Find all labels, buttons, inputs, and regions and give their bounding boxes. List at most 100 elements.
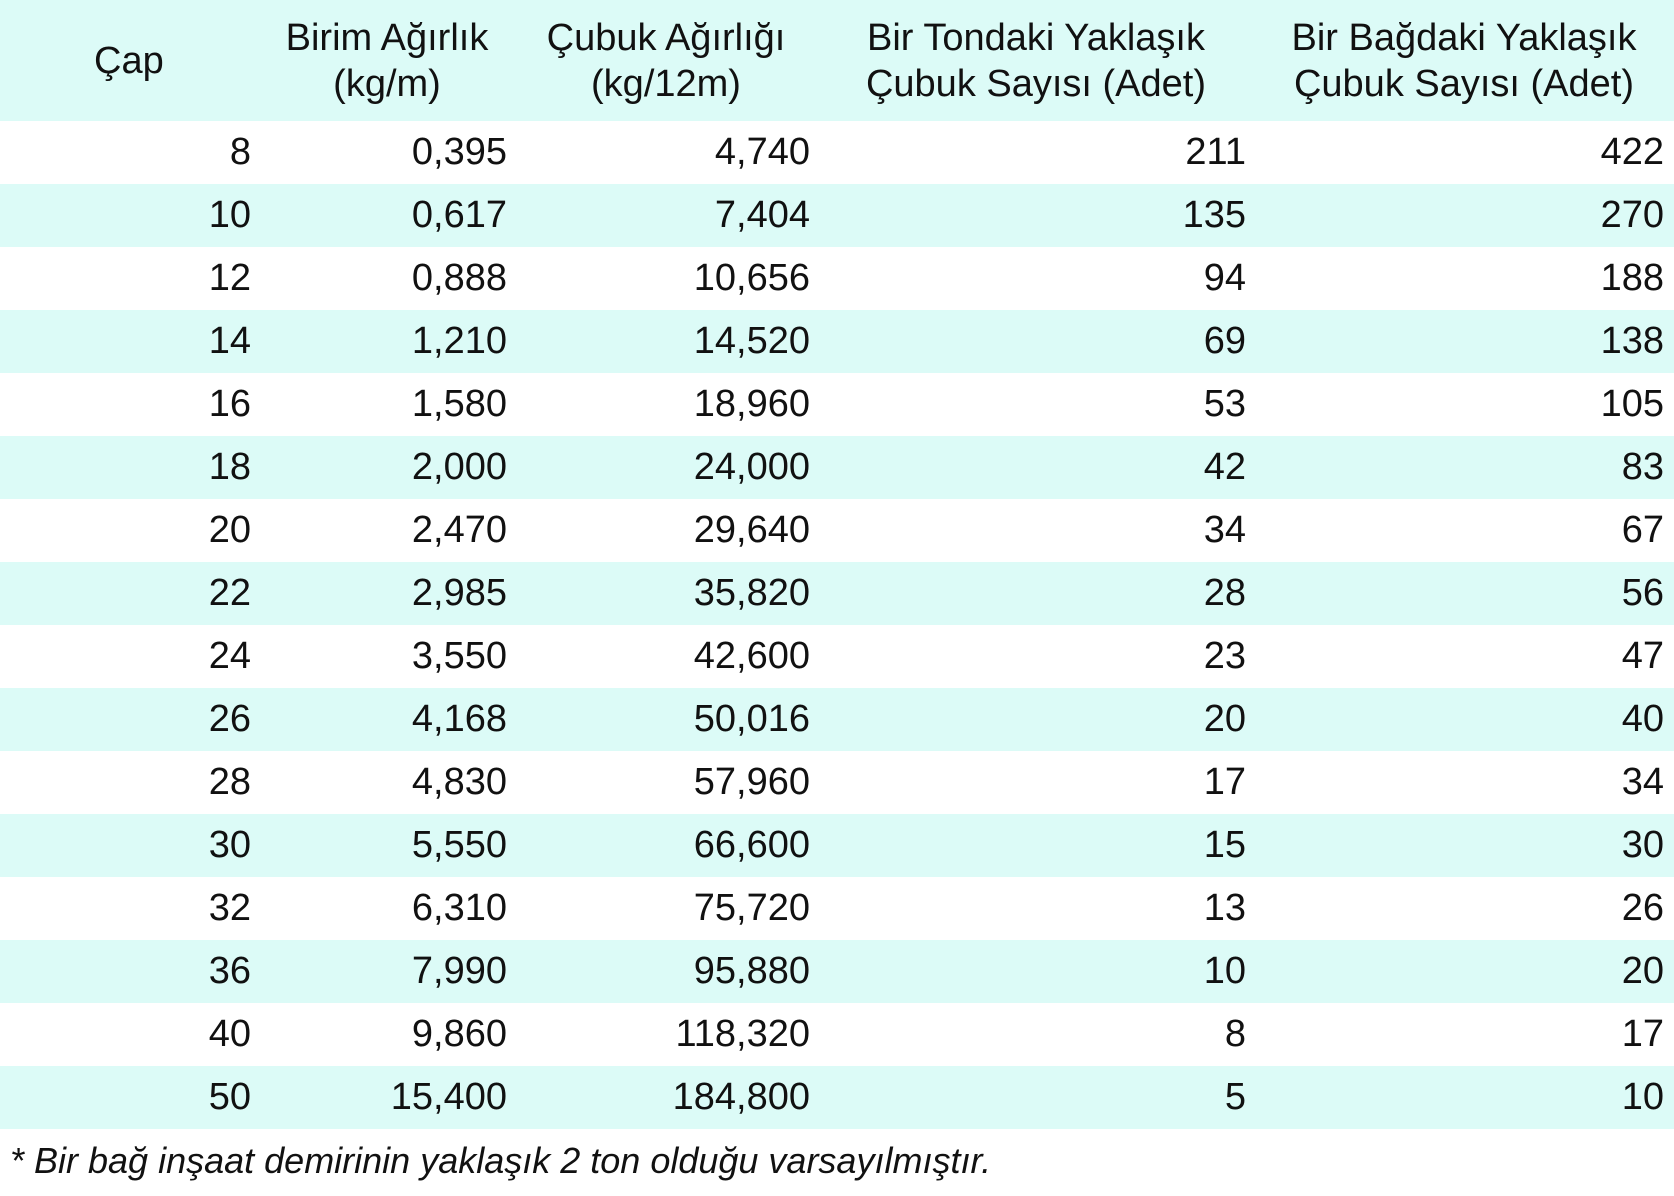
cell-bir-tondaki: 15: [1203, 824, 1246, 866]
cell-cubuk-agirligi: 18,960: [693, 383, 810, 425]
header-birim-agirlik-line1: Birim Ağırlık: [285, 16, 489, 59]
cell-cubuk-agirligi: 24,000: [693, 446, 810, 488]
cell-cap: 24: [208, 635, 251, 677]
cell-birim-agirlik: 1,210: [411, 320, 507, 362]
cell-bir-tondaki: 13: [1203, 887, 1246, 929]
cell-bir-tondaki: 20: [1203, 698, 1246, 740]
cell-bir-tondaki: 5: [1224, 1076, 1246, 1118]
table-row: 12 0,888 10,656 94 188: [0, 247, 1674, 310]
cell-cap: 8: [229, 131, 251, 173]
cell-bir-bagdaki: 83: [1621, 446, 1664, 488]
cell-birim-agirlik: 2,985: [411, 572, 507, 614]
header-cubuk-agirligi-line2: (kg/12m): [591, 62, 741, 105]
cell-bir-tondaki: 94: [1203, 257, 1246, 299]
cell-cubuk-agirligi: 50,016: [693, 698, 810, 740]
cell-cap: 26: [208, 698, 251, 740]
cell-bir-bagdaki: 56: [1621, 572, 1664, 614]
cell-bir-bagdaki: 26: [1621, 887, 1664, 929]
cell-bir-tondaki: 34: [1203, 509, 1246, 551]
cell-birim-agirlik: 0,617: [411, 194, 507, 236]
cell-cubuk-agirligi: 7,404: [714, 194, 810, 236]
cell-bir-bagdaki: 10: [1621, 1076, 1664, 1118]
header-cap: Çap: [0, 0, 260, 121]
cell-cubuk-agirligi: 10,656: [693, 257, 810, 299]
header-birim-agirlik-line2: (kg/m): [333, 62, 441, 105]
table-row: 22 2,985 35,820 28 56: [0, 562, 1674, 625]
cell-cap: 16: [208, 383, 251, 425]
cell-bir-tondaki: 135: [1182, 194, 1246, 236]
cell-birim-agirlik: 6,310: [411, 887, 507, 929]
table-header: Çap Birim Ağırlık (kg/m) Çubuk Ağırlığı …: [0, 0, 1674, 121]
cell-cubuk-agirligi: 35,820: [693, 572, 810, 614]
cell-cubuk-agirligi: 95,880: [693, 950, 810, 992]
cell-bir-tondaki: 211: [1185, 131, 1246, 173]
cell-cap: 50: [208, 1076, 251, 1118]
cell-birim-agirlik: 4,168: [411, 698, 507, 740]
cell-birim-agirlik: 3,550: [411, 635, 507, 677]
cell-cubuk-agirligi: 184,800: [672, 1076, 810, 1118]
table-row: 36 7,990 95,880 10 20: [0, 940, 1674, 1003]
table-row: 30 5,550 66,600 15 30: [0, 814, 1674, 877]
table-row: 14 1,210 14,520 69 138: [0, 310, 1674, 373]
cell-bir-bagdaki: 30: [1621, 824, 1664, 866]
cell-birim-agirlik: 4,830: [411, 761, 507, 803]
header-bir-tondaki: Bir Tondaki Yaklaşık Çubuk Sayısı (Adet): [818, 0, 1254, 121]
footnote: * Bir bağ inşaat demirinin yaklaşık 2 to…: [10, 1140, 992, 1181]
header-bir-tondaki-line2: Çubuk Sayısı (Adet): [865, 62, 1207, 105]
cell-cap: 20: [208, 509, 251, 551]
cell-birim-agirlik: 7,990: [411, 950, 507, 992]
header-birim-agirlik: Birim Ağırlık (kg/m): [260, 0, 514, 121]
cell-birim-agirlik: 2,470: [411, 509, 507, 551]
cell-cubuk-agirligi: 42,600: [693, 635, 810, 677]
cell-birim-agirlik: 15,400: [390, 1076, 507, 1118]
cell-cap: 40: [208, 1013, 251, 1055]
header-bir-bagdaki-line1: Bir Bağdaki Yaklaşık: [1291, 16, 1637, 59]
cell-cap: 30: [208, 824, 251, 866]
cell-bir-bagdaki: 17: [1621, 1013, 1664, 1055]
cell-birim-agirlik: 0,395: [411, 131, 507, 173]
table-row: 24 3,550 42,600 23 47: [0, 625, 1674, 688]
cell-cubuk-agirligi: 66,600: [693, 824, 810, 866]
cell-bir-bagdaki: 20: [1621, 950, 1664, 992]
cell-birim-agirlik: 5,550: [411, 824, 507, 866]
table-row: 10 0,617 7,404 135 270: [0, 184, 1674, 247]
cell-bir-tondaki: 42: [1203, 446, 1246, 488]
cell-birim-agirlik: 9,860: [411, 1013, 507, 1055]
table-row: 40 9,860 118,320 8 17: [0, 1003, 1674, 1066]
table-row: 32 6,310 75,720 13 26: [0, 877, 1674, 940]
cell-bir-bagdaki: 105: [1600, 383, 1664, 425]
cell-cubuk-agirligi: 4,740: [714, 131, 810, 173]
cell-cap: 28: [208, 761, 251, 803]
cell-cap: 14: [208, 320, 251, 362]
cell-cubuk-agirligi: 75,720: [693, 887, 810, 929]
cell-bir-bagdaki: 270: [1600, 194, 1664, 236]
header-bir-tondaki-line1: Bir Tondaki Yaklaşık: [867, 16, 1205, 59]
cell-bir-bagdaki: 34: [1621, 761, 1664, 803]
cell-cubuk-agirligi: 57,960: [693, 761, 810, 803]
table-row: 16 1,580 18,960 53 105: [0, 373, 1674, 436]
cell-cap: 18: [208, 446, 251, 488]
cell-bir-bagdaki: 422: [1600, 131, 1664, 173]
cell-birim-agirlik: 1,580: [411, 383, 507, 425]
cell-bir-bagdaki: 40: [1621, 698, 1664, 740]
header-cap-label: Çap: [94, 39, 164, 82]
cell-cubuk-agirligi: 118,320: [675, 1013, 810, 1055]
cell-cap: 36: [208, 950, 251, 992]
cell-cap: 22: [208, 572, 251, 614]
cell-cap: 12: [208, 257, 251, 299]
cell-cap: 32: [208, 887, 251, 929]
cell-bir-tondaki: 69: [1203, 320, 1246, 362]
header-row: Çap Birim Ağırlık (kg/m) Çubuk Ağırlığı …: [0, 0, 1674, 121]
header-cubuk-agirligi-line1: Çubuk Ağırlığı: [546, 16, 786, 59]
cell-bir-tondaki: 8: [1224, 1013, 1246, 1055]
cell-bir-tondaki: 28: [1203, 572, 1246, 614]
table-body: 8 0,395 4,740 211 422 10 0,617 7,404 135 270 12 0,8…: [0, 121, 1674, 1129]
cell-birim-agirlik: 0,888: [411, 257, 507, 299]
header-cubuk-agirligi: Çubuk Ağırlığı (kg/12m): [514, 0, 818, 121]
table-row: 18 2,000 24,000 42 83: [0, 436, 1674, 499]
cell-bir-bagdaki: 47: [1621, 635, 1664, 677]
cell-cubuk-agirligi: 14,520: [693, 320, 810, 362]
cell-bir-bagdaki: 188: [1600, 257, 1664, 299]
cell-bir-tondaki: 10: [1203, 950, 1246, 992]
